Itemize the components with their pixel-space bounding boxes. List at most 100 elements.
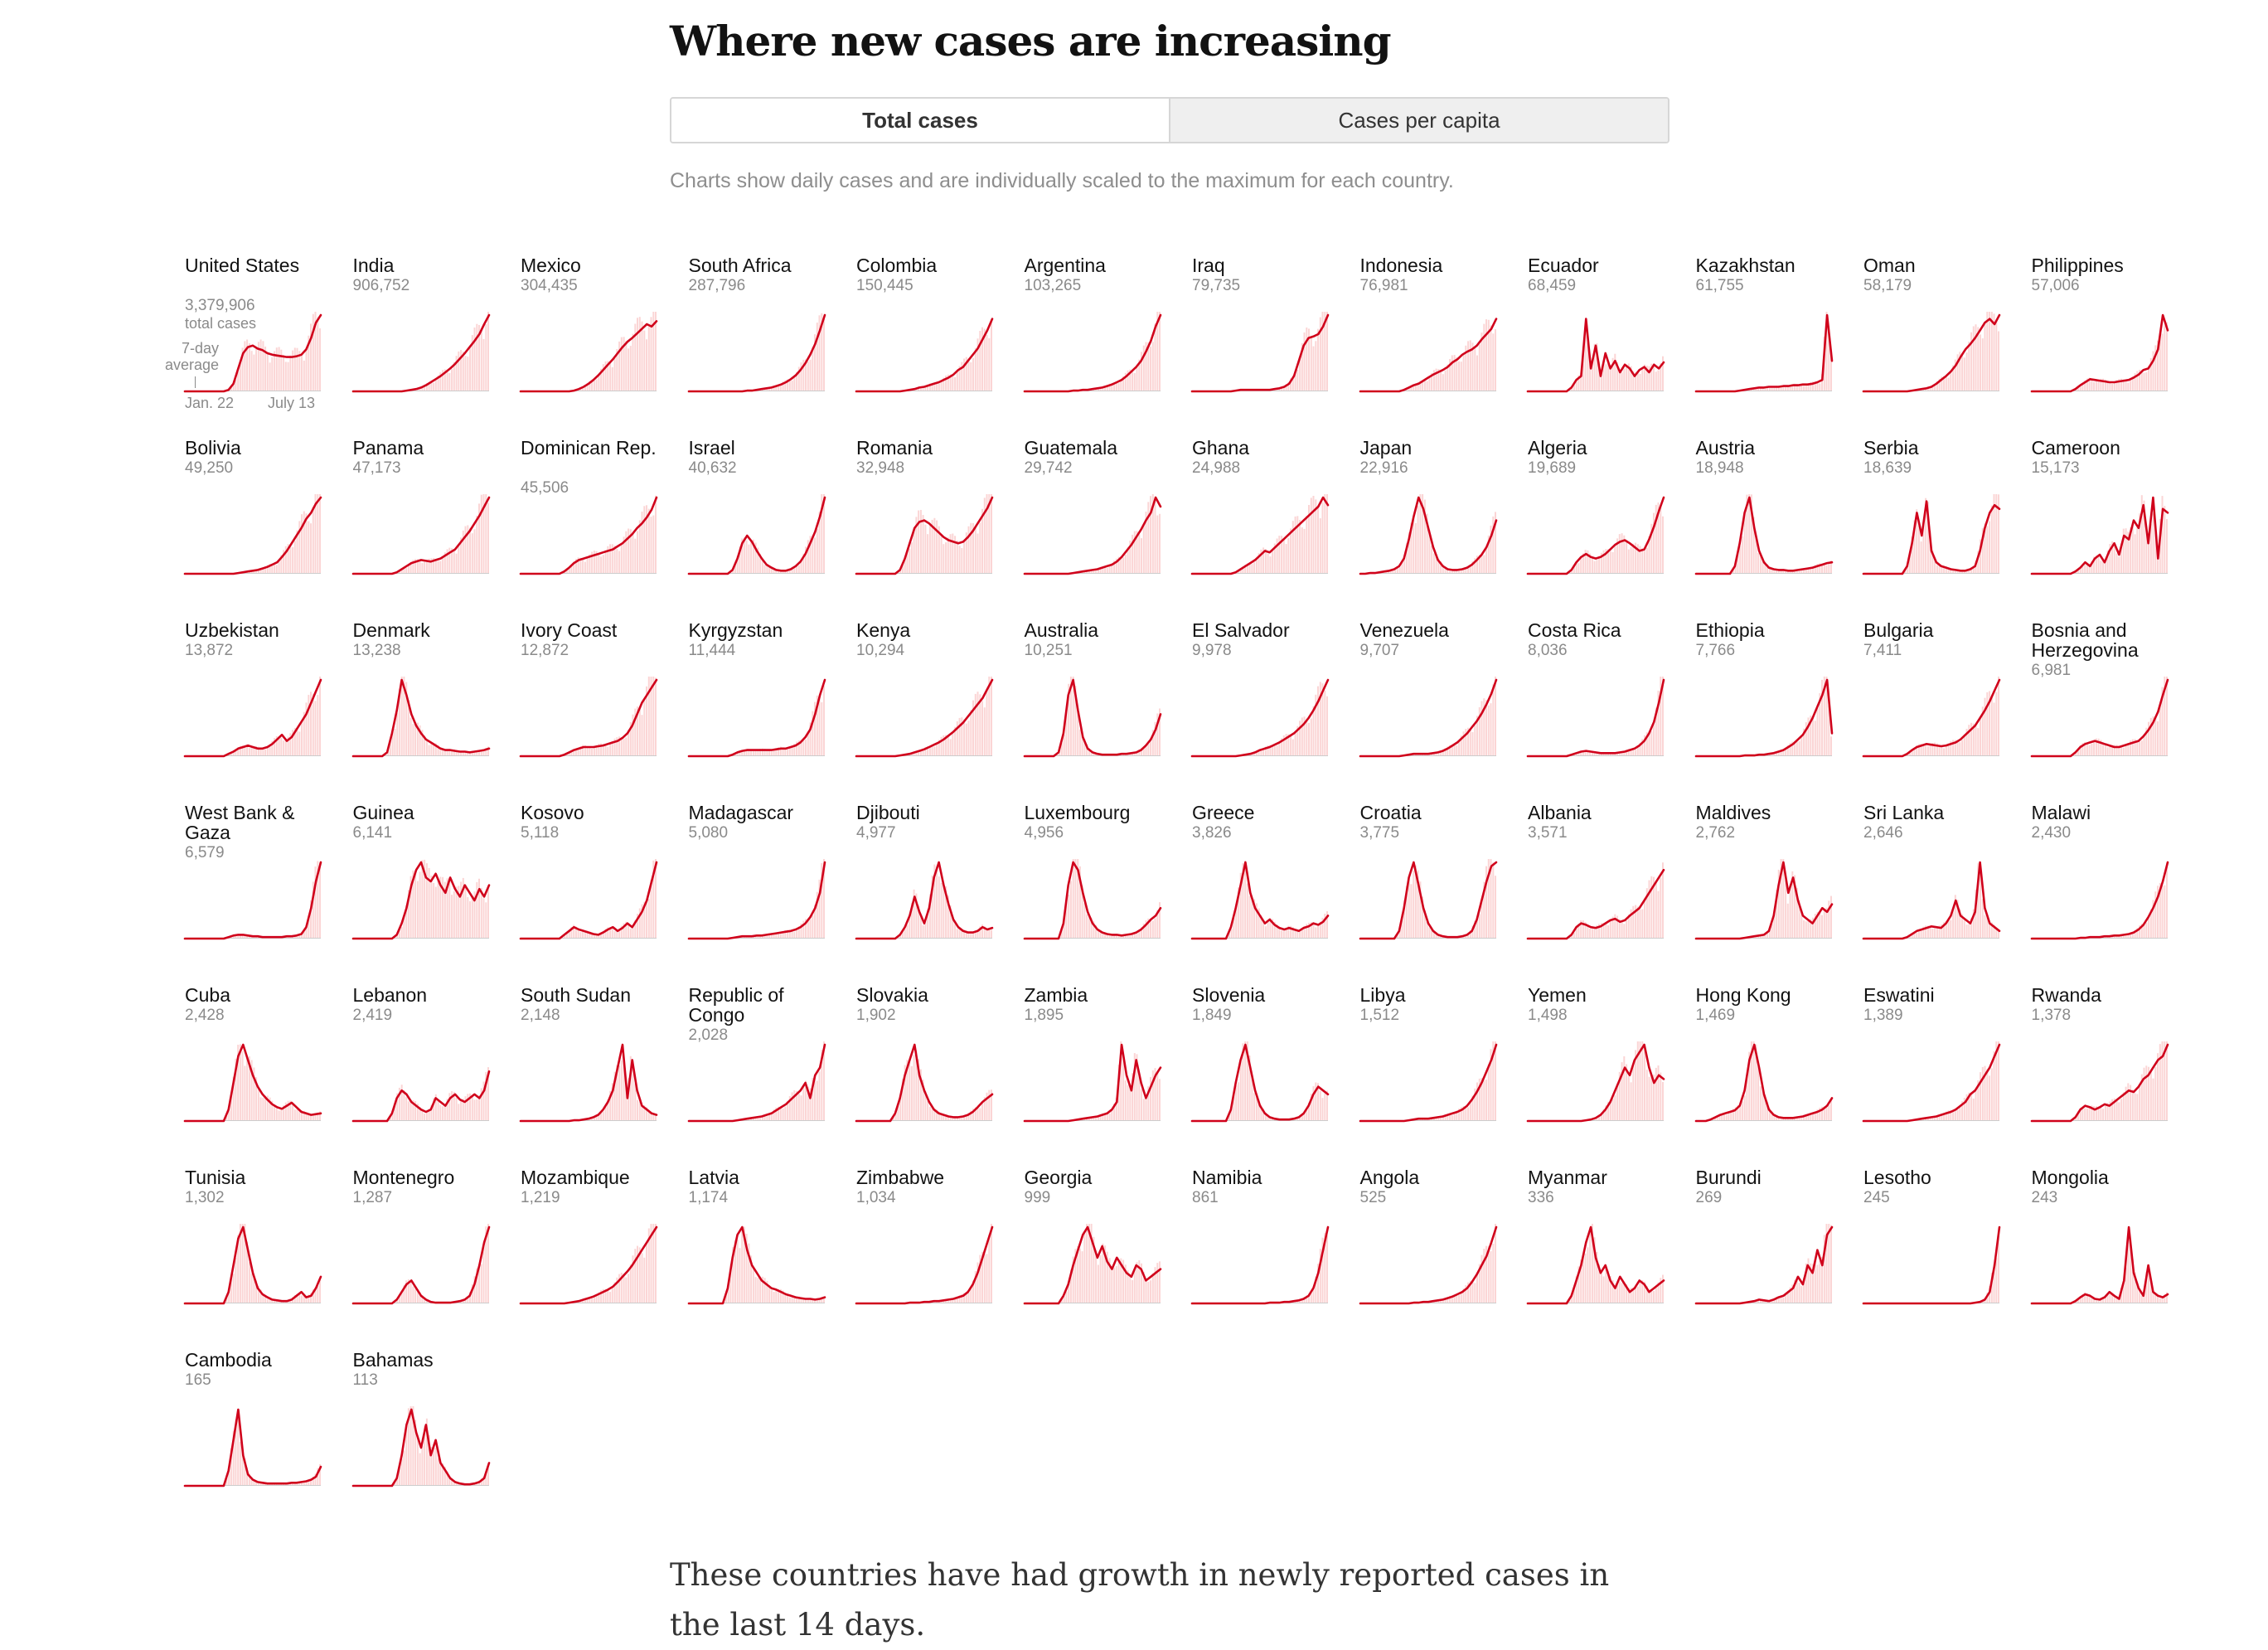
daily-bar (574, 750, 577, 756)
daily-bar (2125, 1086, 2127, 1121)
country-case-count: 287,796 (688, 277, 746, 294)
daily-bar (487, 887, 489, 939)
daily-bar (1324, 913, 1326, 939)
daily-bar (1315, 341, 1317, 391)
daily-bar (1639, 742, 1641, 756)
daily-bar (2156, 1296, 2159, 1303)
daily-bar (1083, 1233, 1085, 1303)
daily-bar (1616, 1282, 1619, 1303)
daily-bar (2125, 745, 2127, 756)
daily-bar (734, 1240, 736, 1303)
daily-bar (1321, 683, 1324, 756)
daily-bar (901, 1079, 904, 1121)
sparkline (2030, 677, 2169, 758)
daily-bar (1904, 570, 1907, 574)
daily-bar (2125, 381, 2127, 391)
daily-bar (579, 388, 582, 391)
daily-bar (1301, 527, 1303, 574)
country-name: Albania (1528, 802, 1592, 823)
daily-bar (1423, 910, 1426, 939)
country-name: Djibouti (856, 802, 920, 823)
daily-bar (1763, 1094, 1766, 1121)
daily-bar (797, 1296, 800, 1303)
country-name: Venezuela (1359, 619, 1449, 641)
daily-bar (1296, 931, 1299, 939)
daily-bar (2165, 862, 2168, 939)
daily-bar (1239, 568, 1242, 574)
daily-bar (804, 359, 807, 391)
daily-bar (1941, 1114, 1943, 1121)
daily-bar (931, 875, 933, 939)
daily-bar (1092, 1117, 1094, 1121)
country-name: Montenegro (352, 1167, 455, 1188)
country-case-count: 5,080 (688, 824, 729, 842)
daily-bar (1975, 561, 1977, 574)
daily-bar (1491, 333, 1494, 391)
daily-bar (482, 338, 484, 391)
daily-bar (1154, 323, 1156, 391)
daily-bar (616, 737, 618, 756)
daily-bar (1128, 1276, 1131, 1303)
daily-bar (1998, 1232, 1999, 1303)
total-cases-tab[interactable]: Total cases (671, 99, 1169, 142)
daily-bar (1986, 1293, 1989, 1303)
daily-bar (1466, 932, 1469, 939)
country-name: El Salvador (1192, 619, 1290, 641)
daily-bar (761, 388, 763, 391)
daily-bar (779, 1288, 782, 1303)
country-name: Kazakhstan (1695, 255, 1796, 276)
daily-bar (1272, 745, 1274, 756)
daily-bar (419, 725, 421, 756)
daily-bar (253, 1067, 255, 1121)
daily-bar (628, 528, 630, 574)
daily-bar (1128, 933, 1131, 939)
country-chart: Venezuela 9,707 (1359, 619, 1510, 786)
daily-bar (255, 1280, 258, 1303)
daily-bar (2154, 717, 2156, 756)
daily-bar (2110, 1099, 2113, 1121)
daily-bar (1816, 564, 1818, 574)
cases-per-capita-tab[interactable]: Cases per capita (1169, 99, 1668, 142)
daily-bar (1636, 544, 1639, 574)
daily-bar (296, 728, 298, 756)
daily-bar (2156, 721, 2159, 756)
daily-bar (1931, 929, 1934, 939)
daily-bar (303, 360, 305, 391)
daily-bar (1151, 342, 1154, 391)
daily-bar (1235, 904, 1238, 939)
daily-bar (423, 1425, 425, 1486)
daily-bar (310, 1115, 312, 1121)
daily-bar (1115, 934, 1117, 939)
daily-bar (1136, 750, 1137, 756)
daily-bar (1244, 564, 1247, 574)
daily-bar (303, 1110, 305, 1121)
country-chart: Namibia 861 (1190, 1167, 1341, 1333)
daily-bar (961, 1293, 963, 1303)
daily-bar (1981, 528, 1984, 574)
daily-bar (1811, 1114, 1814, 1121)
daily-bar (1396, 568, 1398, 574)
daily-bar (1931, 743, 1934, 756)
daily-bar (271, 1298, 274, 1303)
daily-bar (783, 1293, 786, 1303)
metric-toggle[interactable]: Total cases Cases per capita (670, 97, 1670, 143)
daily-bar (1281, 738, 1283, 756)
daily-bar (1986, 692, 1989, 756)
sparkline (183, 494, 322, 575)
daily-bar (1485, 1245, 1487, 1303)
daily-bar (1587, 924, 1589, 939)
daily-bar (1112, 561, 1115, 574)
daily-bar (1587, 750, 1589, 756)
daily-bar (777, 1288, 779, 1303)
daily-bar (301, 932, 303, 939)
country-name: Rwanda (2031, 984, 2101, 1006)
daily-bar (274, 1483, 276, 1486)
daily-bar (931, 519, 933, 574)
daily-bar (936, 1109, 938, 1121)
daily-bar (1097, 1264, 1099, 1303)
daily-bar (446, 370, 448, 391)
daily-bar (484, 494, 487, 574)
daily-bar (244, 1458, 246, 1486)
daily-bar (584, 930, 586, 939)
daily-bar (647, 327, 650, 391)
